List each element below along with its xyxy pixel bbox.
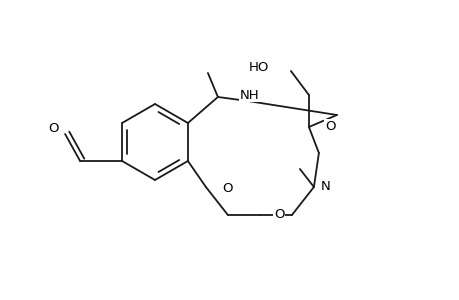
Text: HO: HO <box>248 61 269 74</box>
Text: O: O <box>48 122 58 134</box>
Text: N: N <box>320 179 330 193</box>
Text: NH: NH <box>240 88 259 101</box>
Text: O: O <box>221 182 232 194</box>
Text: O: O <box>273 208 284 220</box>
Text: O: O <box>324 119 335 133</box>
